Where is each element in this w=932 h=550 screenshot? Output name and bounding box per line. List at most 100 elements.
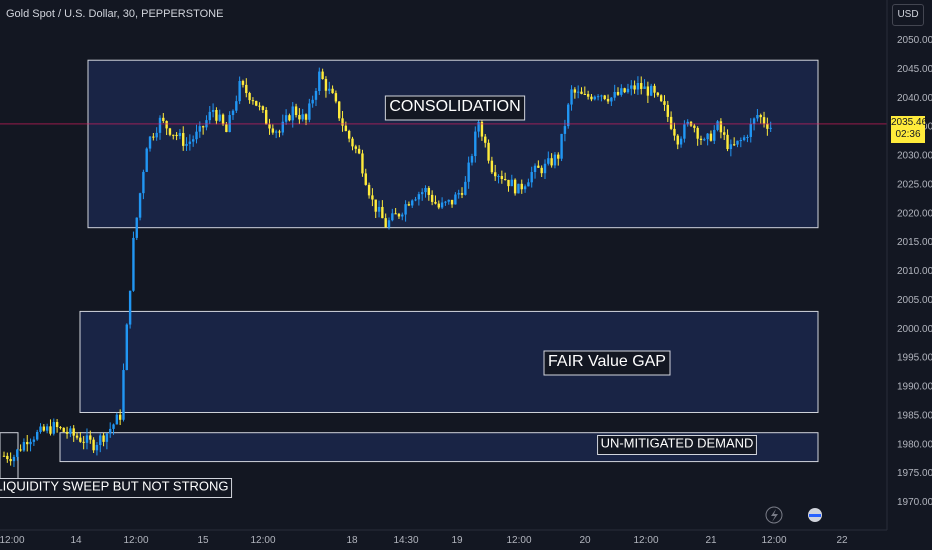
candle-body: [9, 459, 12, 462]
zone-consolidation: [87, 59, 819, 229]
candle-body: [49, 426, 52, 434]
demand-label-frame: [597, 435, 757, 455]
candle-body: [656, 92, 660, 96]
candle-body: [384, 218, 387, 228]
candle-body: [401, 214, 404, 217]
candle-body: [16, 449, 19, 457]
time-tick-label: 12:00: [123, 535, 148, 546]
candle-body: [241, 81, 245, 85]
candle-body: [666, 104, 669, 117]
candle-body: [314, 90, 318, 100]
candle-body: [201, 126, 205, 128]
candle-body: [769, 127, 772, 129]
candle-body: [32, 439, 36, 442]
candle-body: [420, 192, 424, 195]
candle-body: [79, 437, 82, 442]
bar-countdown: 02:36: [895, 129, 921, 140]
time-tick-label: 19: [451, 535, 463, 546]
time-tick-label: 12:00: [761, 535, 786, 546]
candle-body: [75, 435, 79, 438]
candle-body: [284, 115, 288, 122]
candle-body: [547, 158, 550, 164]
candle-body: [527, 182, 530, 187]
candle-body: [211, 110, 215, 112]
candle-body: [616, 91, 620, 95]
candle-body: [596, 96, 600, 98]
flag-icon-band: [809, 514, 821, 517]
price-tick-label: 2050.00: [897, 35, 932, 46]
candle-body: [374, 199, 377, 212]
candle-body: [752, 118, 756, 124]
time-tick-label: 21: [705, 535, 717, 546]
candle-body: [474, 131, 477, 157]
candle-body: [517, 183, 520, 194]
candle-body: [430, 194, 434, 202]
candle-body: [162, 117, 165, 121]
candle-body: [95, 444, 99, 451]
candle-body: [294, 106, 298, 116]
candle-body: [92, 439, 95, 451]
candle-body: [69, 428, 72, 434]
candle-body: [191, 139, 195, 142]
time-axis[interactable]: 12:00 14 12:00 15 12:00 18 14:30 19 12:00 20 12:00…: [0, 529, 887, 546]
time-tick-label: 12:00: [633, 535, 658, 546]
candle-body: [42, 426, 46, 431]
candle-body: [6, 455, 9, 460]
candle-body: [65, 431, 69, 434]
candle-body: [480, 121, 484, 137]
candle-body: [762, 117, 766, 124]
price-axis[interactable]: 1970.00 1975.00 1980.00 1985.00 1990.00 1995.…: [886, 0, 932, 530]
candle-body: [178, 133, 182, 137]
candle-body: [231, 110, 235, 116]
candle-body: [188, 141, 192, 144]
price-tick-label: 2045.00: [897, 64, 932, 75]
candle-body: [693, 125, 696, 128]
candle-body: [45, 426, 49, 431]
liquidity-sweep-label-frame: [0, 478, 233, 498]
candle-body: [341, 118, 344, 126]
candle-body: [155, 132, 158, 138]
fair-value-gap-label-frame: [543, 350, 671, 376]
candle-body: [553, 154, 557, 166]
candle-body: [513, 179, 517, 194]
candle-body: [328, 88, 331, 91]
candle-body: [673, 128, 676, 136]
candle-body: [676, 135, 679, 145]
candle-body: [633, 85, 636, 90]
candle-body: [52, 422, 55, 434]
candle-body: [407, 204, 411, 206]
candle-body: [742, 137, 746, 141]
candle-body: [573, 89, 577, 93]
price-tick-label: 2000.00: [897, 324, 932, 335]
candle-body: [331, 88, 334, 94]
candle-body: [454, 194, 457, 205]
candle-body: [85, 435, 89, 443]
candle-body: [766, 123, 769, 129]
candle-body: [494, 172, 497, 177]
price-tick-label: 2025.00: [897, 179, 932, 190]
last-price-tag: 2035.46 02:36: [891, 116, 927, 143]
candle-body: [281, 121, 284, 133]
candle-body: [351, 138, 354, 147]
candle-body: [460, 193, 464, 195]
candle-body: [603, 95, 606, 99]
candle-body: [467, 162, 470, 182]
candle-body: [298, 115, 301, 120]
currency-button[interactable]: USD: [892, 4, 924, 26]
candle-body: [29, 441, 32, 445]
candle-body: [228, 115, 231, 133]
candle-body: [221, 114, 225, 125]
candle-body: [112, 424, 115, 429]
candle-body: [716, 121, 719, 130]
candle-body: [570, 89, 573, 105]
candle-body: [653, 85, 656, 93]
candle-body: [576, 91, 580, 93]
candle-body: [311, 99, 314, 104]
candle-body: [175, 134, 178, 137]
candle-body: [89, 435, 92, 440]
symbol-title[interactable]: Gold Spot / U.S. Dollar, 30, PEPPERSTONE: [6, 8, 224, 20]
price-tick-label: 2010.00: [897, 266, 932, 277]
candle-body: [530, 172, 533, 183]
lightning-icon-bolt: [771, 509, 778, 522]
